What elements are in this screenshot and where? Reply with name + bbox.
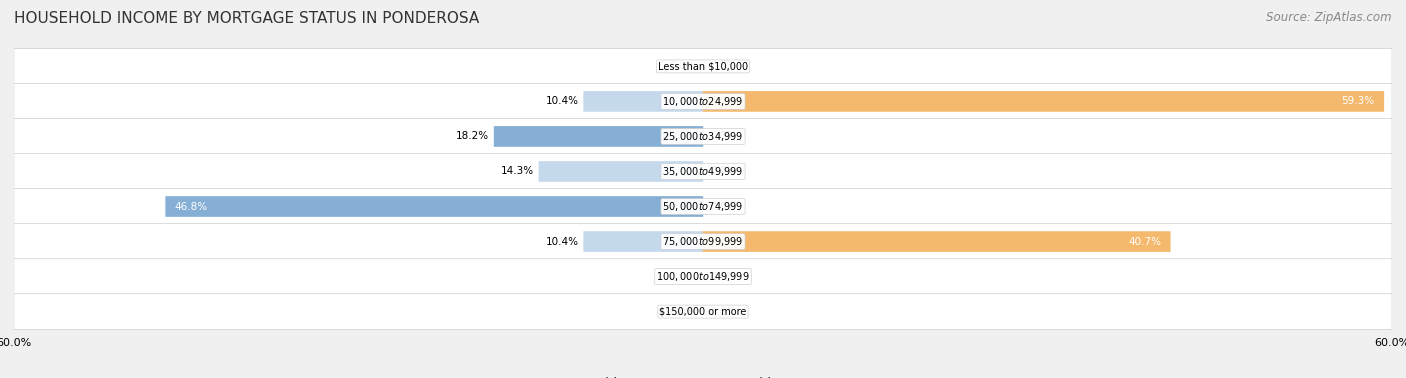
FancyBboxPatch shape	[703, 231, 1171, 252]
FancyBboxPatch shape	[703, 91, 1384, 112]
FancyBboxPatch shape	[14, 153, 1392, 189]
Text: $75,000 to $99,999: $75,000 to $99,999	[662, 235, 744, 248]
FancyBboxPatch shape	[583, 91, 703, 112]
Text: 10.4%: 10.4%	[546, 237, 579, 246]
Text: Source: ZipAtlas.com: Source: ZipAtlas.com	[1267, 11, 1392, 24]
FancyBboxPatch shape	[14, 224, 1392, 259]
Text: 0.0%: 0.0%	[669, 307, 696, 317]
Text: 0.0%: 0.0%	[669, 271, 696, 282]
Text: 10.4%: 10.4%	[546, 96, 579, 107]
Legend: Without Mortgage, With Mortgage: Without Mortgage, With Mortgage	[571, 377, 835, 378]
FancyBboxPatch shape	[14, 189, 1392, 225]
FancyBboxPatch shape	[14, 48, 1392, 84]
Text: HOUSEHOLD INCOME BY MORTGAGE STATUS IN PONDEROSA: HOUSEHOLD INCOME BY MORTGAGE STATUS IN P…	[14, 11, 479, 26]
Text: $25,000 to $34,999: $25,000 to $34,999	[662, 130, 744, 143]
FancyBboxPatch shape	[166, 196, 703, 217]
Text: 0.0%: 0.0%	[710, 132, 737, 141]
Text: 0.0%: 0.0%	[710, 166, 737, 177]
FancyBboxPatch shape	[14, 119, 1392, 154]
Text: 59.3%: 59.3%	[1341, 96, 1375, 107]
Text: $35,000 to $49,999: $35,000 to $49,999	[662, 165, 744, 178]
Text: 14.3%: 14.3%	[501, 166, 534, 177]
Text: 0.0%: 0.0%	[710, 201, 737, 212]
Text: $10,000 to $24,999: $10,000 to $24,999	[662, 95, 744, 108]
Text: $100,000 to $149,999: $100,000 to $149,999	[657, 270, 749, 283]
Text: 18.2%: 18.2%	[457, 132, 489, 141]
Text: 0.0%: 0.0%	[710, 61, 737, 71]
FancyBboxPatch shape	[14, 259, 1392, 294]
Text: $150,000 or more: $150,000 or more	[659, 307, 747, 317]
FancyBboxPatch shape	[14, 84, 1392, 119]
FancyBboxPatch shape	[583, 231, 703, 252]
Text: $50,000 to $74,999: $50,000 to $74,999	[662, 200, 744, 213]
FancyBboxPatch shape	[14, 294, 1392, 330]
Text: 46.8%: 46.8%	[174, 201, 208, 212]
Text: 0.0%: 0.0%	[710, 271, 737, 282]
FancyBboxPatch shape	[494, 126, 703, 147]
Text: 40.7%: 40.7%	[1128, 237, 1161, 246]
Text: Less than $10,000: Less than $10,000	[658, 61, 748, 71]
Text: 0.0%: 0.0%	[710, 307, 737, 317]
Text: 0.0%: 0.0%	[669, 61, 696, 71]
FancyBboxPatch shape	[538, 161, 703, 182]
